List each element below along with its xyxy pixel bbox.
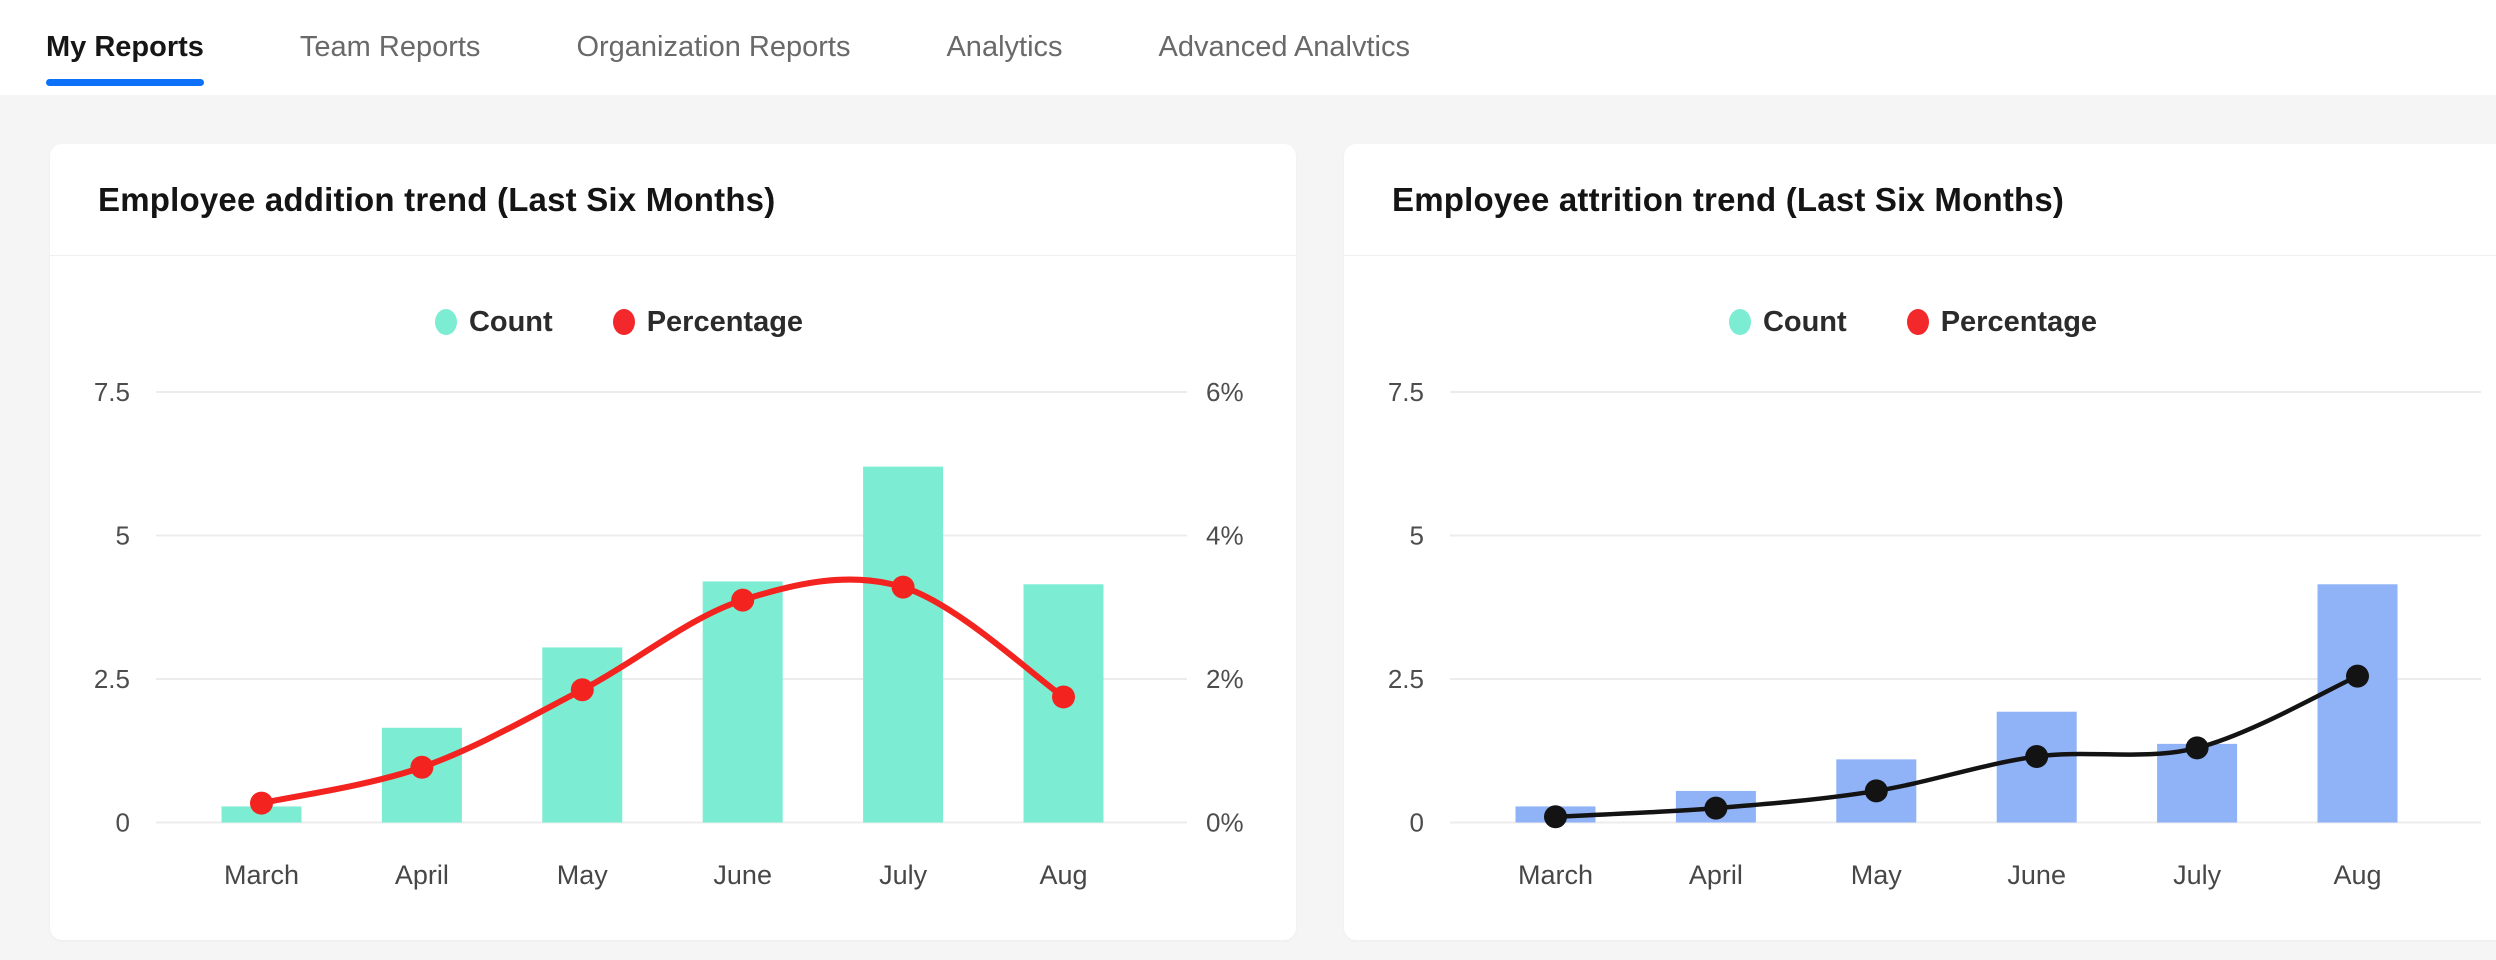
percentage-line xyxy=(1553,673,2360,820)
svg-text:0: 0 xyxy=(1410,808,1424,838)
bar-aug[interactable] xyxy=(2317,584,2398,823)
chart-legend: Count Percentage xyxy=(50,305,1242,339)
dot-aug[interactable] xyxy=(2346,664,2369,688)
left-axis-labels: 0 2.5 5 7.5 xyxy=(1388,377,1424,838)
percentage-dots xyxy=(250,575,1075,815)
tab-analytics[interactable]: Analytics xyxy=(946,0,1062,95)
grid-lines xyxy=(1450,391,2481,824)
svg-text:7.5: 7.5 xyxy=(94,377,130,407)
percentage-legend-dot-icon xyxy=(1906,309,1929,335)
svg-text:5: 5 xyxy=(1410,521,1424,551)
legend-label: Percentage xyxy=(646,305,804,338)
tab-my-reports[interactable]: My Reports xyxy=(46,0,204,95)
employee-attrition-card: Employee attrition trend (Last Six Month… xyxy=(1344,144,2496,940)
svg-text:6%: 6% xyxy=(1206,377,1244,407)
dot-july[interactable] xyxy=(2185,736,2209,760)
svg-text:Aug: Aug xyxy=(1039,860,1087,890)
svg-text:2.5: 2.5 xyxy=(1388,664,1424,694)
svg-text:May: May xyxy=(1851,860,1903,890)
legend-item-percentage[interactable]: Percentage xyxy=(612,305,804,339)
svg-text:June: June xyxy=(713,860,772,890)
percentage-legend-dot-icon xyxy=(612,309,635,335)
svg-text:March: March xyxy=(224,860,299,890)
svg-text:5: 5 xyxy=(116,521,130,551)
right-axis-labels: 0% 2% 4% 6% xyxy=(1206,377,1244,838)
reports-page: Employee addition trend (Last Six Months… xyxy=(0,95,2496,960)
month-labels: March April May June July Aug xyxy=(1518,860,2382,890)
count-bars xyxy=(221,466,1104,823)
legend-label: Count xyxy=(468,305,553,338)
grid-lines xyxy=(156,391,1187,824)
dot-april[interactable] xyxy=(1704,796,1728,820)
svg-text:2%: 2% xyxy=(1206,664,1244,694)
svg-text:June: June xyxy=(2007,860,2066,890)
dot-march[interactable] xyxy=(1544,805,1567,829)
count-legend-dot-icon xyxy=(434,309,457,335)
left-axis-labels: 0 2.5 5 7.5 xyxy=(94,377,130,838)
addition-chart-canvas: 0 2.5 5 7.5 0% 2% 4% 6% March April May June July Aug xyxy=(94,377,1244,890)
tab-label: Team Reports xyxy=(299,31,481,63)
active-tab-underline xyxy=(46,79,204,86)
tab-label: Advanced Analvtics xyxy=(1158,31,1410,63)
reports-tabbar: My Reports Team Reports Organization Rep… xyxy=(0,0,2496,95)
bar-july[interactable] xyxy=(863,466,944,823)
tab-label: Organization Reports xyxy=(576,31,851,63)
legend-label: Percentage xyxy=(1940,305,2098,338)
bar-june[interactable] xyxy=(702,581,783,823)
chart-legend: Count Percentage xyxy=(1344,305,2496,339)
tab-organization-reports[interactable]: Organization Reports xyxy=(576,0,850,95)
svg-text:7.5: 7.5 xyxy=(1388,377,1424,407)
svg-text:4%: 4% xyxy=(1206,521,1244,551)
month-labels: March April May June July Aug xyxy=(224,860,1088,890)
legend-item-count[interactable]: Count xyxy=(434,305,553,339)
card-title: Employee attrition trend (Last Six Month… xyxy=(1392,180,2065,218)
tab-label: My Reports xyxy=(46,31,204,63)
percentage-dots xyxy=(1544,664,2369,829)
svg-text:April: April xyxy=(1689,860,1743,890)
dot-may[interactable] xyxy=(1864,779,1888,803)
dot-may[interactable] xyxy=(570,678,594,702)
dot-march[interactable] xyxy=(250,791,273,815)
svg-text:0%: 0% xyxy=(1206,808,1244,838)
dot-aug[interactable] xyxy=(1052,685,1075,709)
legend-label: Count xyxy=(1762,305,1847,338)
svg-text:March: March xyxy=(1518,860,1593,890)
svg-text:May: May xyxy=(557,860,609,890)
legend-item-count[interactable]: Count xyxy=(1728,305,1847,339)
employee-addition-card: Employee addition trend (Last Six Months… xyxy=(50,144,1296,940)
count-legend-dot-icon xyxy=(1728,309,1751,335)
dot-june[interactable] xyxy=(731,588,755,612)
count-bars xyxy=(1515,584,2398,823)
card-header: Employee addition trend (Last Six Months… xyxy=(50,144,1296,256)
attrition-chart-canvas: 0 2.5 5 7.5 March April May June July Aug xyxy=(1388,377,2481,890)
dot-april[interactable] xyxy=(410,755,434,779)
legend-item-percentage[interactable]: Percentage xyxy=(1906,305,2098,339)
svg-text:April: April xyxy=(395,860,449,890)
svg-text:July: July xyxy=(879,860,928,890)
dot-june[interactable] xyxy=(2025,744,2049,768)
tab-label: Analytics xyxy=(946,31,1063,63)
tab-team-reports[interactable]: Team Reports xyxy=(300,0,481,95)
percentage-line xyxy=(258,576,1067,807)
svg-text:0: 0 xyxy=(116,808,130,838)
card-title: Employee addition trend (Last Six Months… xyxy=(98,180,776,218)
svg-text:2.5: 2.5 xyxy=(94,664,130,694)
svg-text:July: July xyxy=(2173,860,2222,890)
tab-advanced-analytics[interactable]: Advanced Analvtics xyxy=(1159,0,1410,95)
card-header: Employee attrition trend (Last Six Month… xyxy=(1344,144,2496,256)
dot-july[interactable] xyxy=(891,575,915,599)
svg-text:Aug: Aug xyxy=(2333,860,2381,890)
